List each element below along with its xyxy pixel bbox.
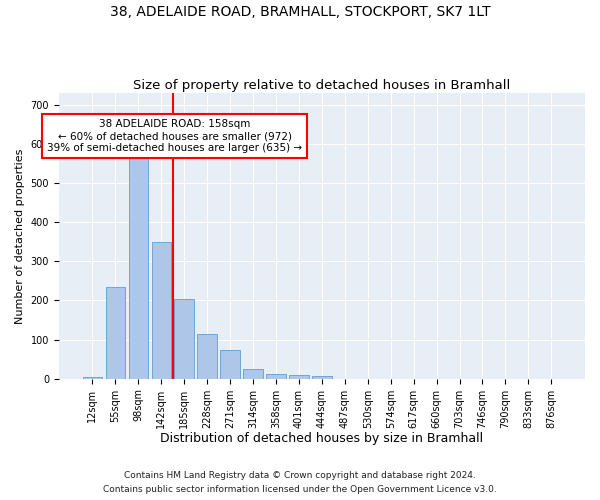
Text: 38 ADELAIDE ROAD: 158sqm
← 60% of detached houses are smaller (972)
39% of semi-: 38 ADELAIDE ROAD: 158sqm ← 60% of detach… <box>47 120 302 152</box>
Title: Size of property relative to detached houses in Bramhall: Size of property relative to detached ho… <box>133 79 511 92</box>
Bar <box>175 298 194 378</box>
Text: Contains public sector information licensed under the Open Government Licence v3: Contains public sector information licen… <box>103 486 497 494</box>
Bar <box>106 287 125 378</box>
Bar <box>220 350 240 378</box>
Bar <box>152 242 171 378</box>
X-axis label: Distribution of detached houses by size in Bramhall: Distribution of detached houses by size … <box>160 432 484 445</box>
Bar <box>128 150 148 378</box>
Y-axis label: Number of detached properties: Number of detached properties <box>15 148 25 324</box>
Bar <box>197 334 217 378</box>
Bar <box>289 375 308 378</box>
Bar <box>83 377 102 378</box>
Bar <box>312 376 332 378</box>
Text: Contains HM Land Registry data © Crown copyright and database right 2024.: Contains HM Land Registry data © Crown c… <box>124 470 476 480</box>
Bar <box>266 374 286 378</box>
Bar <box>244 369 263 378</box>
Text: 38, ADELAIDE ROAD, BRAMHALL, STOCKPORT, SK7 1LT: 38, ADELAIDE ROAD, BRAMHALL, STOCKPORT, … <box>110 5 490 19</box>
